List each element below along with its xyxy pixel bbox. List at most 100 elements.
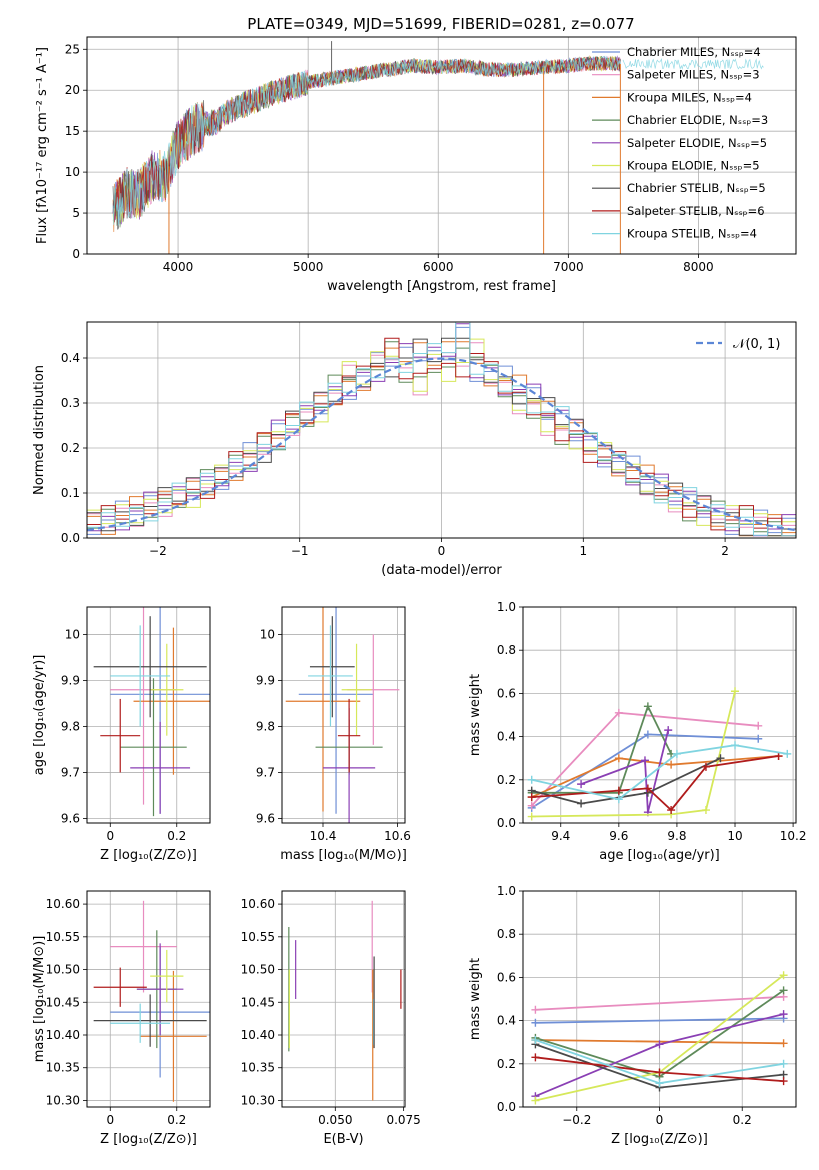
y-tick-label: 10.55 [241,930,275,944]
plot-area [527,687,792,821]
weight-point [754,734,763,743]
weight-series-line [535,995,784,1011]
x-tick-label: 10.6 [384,829,411,843]
weight-point [531,1005,540,1014]
y-tick-label: 10.45 [241,995,275,1009]
legend-label: Kroupa MILES, Nₛₛₚ=4 [627,90,752,104]
legend-label: Chabrier STELIB, Nₛₛₚ=5 [627,181,766,195]
y-tick-label: 9.6 [256,811,275,825]
weight-point [527,812,536,821]
legend: Chabrier MILES, Nₛₛₚ=4 Salpeter MILES, Nₛ… [592,45,768,241]
x-axis-label: E(B-V) [323,1132,363,1147]
x-tick-label: 1 [579,544,587,558]
weight-point [655,1040,664,1049]
y-tick-label: 0 [72,247,80,261]
plot-area [93,607,210,817]
weight-series-line [531,757,721,805]
panel-spectrum: 4000 5000 6000 7000 8000 0 5 10 15 20 25 wavelength… [35,36,797,294]
x-tick-label: 0.075 [386,1113,420,1127]
x-tick-label: 0.2 [167,1113,186,1127]
weight-point [655,1068,664,1077]
y-tick-label: 9.8 [256,719,275,733]
x-tick-label: 0.050 [318,1113,352,1127]
weight-point [614,786,623,795]
y-tick-label: 10 [65,628,80,642]
weight-point [754,721,763,730]
x-tick-label: 0 [438,544,446,558]
y-tick-label: 1.0 [497,884,516,898]
axes-frame [86,36,797,255]
x-tick-label: 0 [656,1113,664,1127]
y-tick-label: 10.60 [241,897,275,911]
weight-point [614,754,623,763]
y-tick-label: 0.0 [497,1100,516,1114]
x-axis-label: age [log₁₀(age/yr)] [599,848,720,863]
weight-series-line [531,704,672,794]
y-tick-label: 10 [65,165,80,179]
weight-point [731,741,740,750]
spectrum-line [112,55,621,226]
weight-point [664,726,673,735]
weight-point [531,1036,540,1045]
weight-point [643,730,652,739]
x-axis-label: (data-model)/error [381,563,502,578]
y-tick-label: 0.6 [497,970,516,984]
y-tick-label: 1.0 [497,600,516,614]
y-tick-label: 10.50 [46,963,80,977]
legend-label: 𝒩(0, 1) [733,337,780,352]
plot-area [288,900,402,1101]
spectrum-line [622,58,764,70]
weight-point [655,1079,664,1088]
weight-point [643,784,652,793]
y-tick-label: 0.1 [61,486,80,500]
weight-point [701,762,710,771]
x-tick-label: −0.2 [562,1113,591,1127]
plot-area [531,971,788,1105]
x-tick-label: −1 [291,544,309,558]
y-tick-label: 10.50 [241,963,275,977]
y-tick-label: 9.9 [256,674,275,688]
plot-area [285,607,400,823]
y-tick-label: 5 [72,206,80,220]
figure-title: PLATE=0349, MJD=51699, FIBERID=0281, z=0… [247,15,634,33]
y-tick-label: 0.4 [61,351,80,365]
x-tick-label: 10.2 [780,829,807,843]
weight-point [527,801,536,810]
y-tick-label: 0.2 [497,1057,516,1071]
legend-label: Chabrier ELODIE, Nₛₛₚ=3 [627,113,768,127]
y-tick-label: 0.8 [497,927,516,941]
panel-residual-hist: −2 −1 0 1 2 0.0 0.1 0.2 0.3 0.4 (data-model)/error… [32,321,797,578]
weight-series-line [580,729,670,813]
y-axis-label: Normed distribution [32,365,47,495]
axes-frame [281,606,406,824]
x-tick-label: 8000 [683,260,714,274]
y-tick-label: 9.7 [256,765,275,779]
x-tick-label: 9.8 [667,829,686,843]
weight-point [640,756,649,765]
weight-point [577,799,586,808]
weight-point [779,1039,788,1048]
weight-point [531,1096,540,1105]
axes-frame [86,890,211,1108]
y-axis-label: Flux [fλ10⁻¹⁷ erg cm⁻² s⁻¹ A⁻¹] [35,47,50,244]
panel-age-vs-mass: 10.4 10.6 9.6 9.7 9.8 9.9 10 mass [log₁₀(M/M⊙)] [256,606,411,863]
weight-point [774,752,783,761]
legend-label: Salpeter STELIB, Nₛₛₚ=6 [627,204,765,218]
y-axis-label: mass weight [468,958,483,1040]
y-tick-label: 9.8 [61,719,80,733]
weight-point [667,760,676,769]
y-tick-label: 10.40 [241,1028,275,1042]
legend-label: Chabrier MILES, Nₛₛₚ=4 [627,45,761,59]
x-tick-label: 2 [721,544,729,558]
x-tick-label: 10.4 [310,829,337,843]
weight-point [779,971,788,980]
axes-frame [86,321,797,539]
x-tick-label: 7000 [553,260,584,274]
weight-point [672,749,681,758]
weight-point [779,986,788,995]
x-tick-label: −2 [149,544,167,558]
y-axis-label: mass weight [468,674,483,756]
weight-point [614,708,623,717]
axes-frame [522,890,797,1108]
